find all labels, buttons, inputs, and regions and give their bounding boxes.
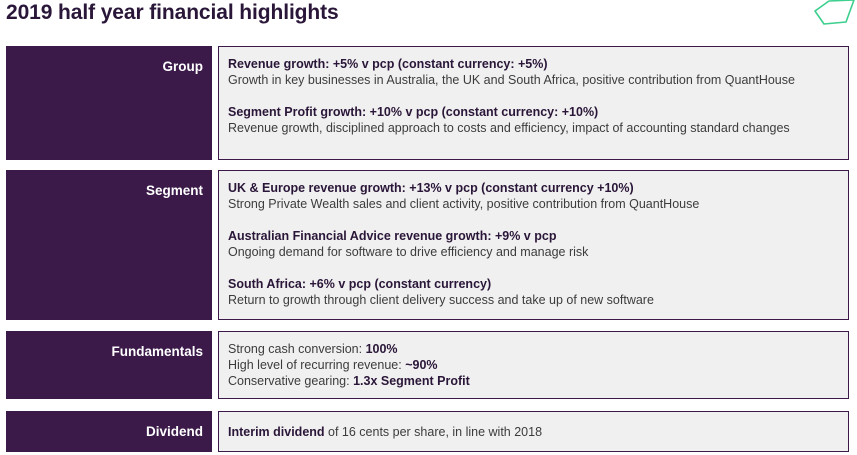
fundamentals-content: Strong cash conversion: 100% High level …	[218, 331, 849, 399]
segment-item: UK & Europe revenue growth: +13% v pcp (…	[228, 180, 839, 212]
fundamentals-line-value: 100%	[365, 342, 398, 356]
group-row: Group Revenue growth: +5% v pcp (constan…	[6, 46, 849, 160]
dividend-line: Interim dividend of 16 cents per share, …	[228, 424, 839, 440]
dividend-label: Dividend	[6, 411, 212, 452]
fundamentals-line: Strong cash conversion: 100%	[228, 341, 839, 357]
segment-item-heading: South Africa: +6% v pcp (constant curren…	[228, 277, 492, 291]
segment-item-text: Ongoing demand for software to drive eff…	[228, 245, 589, 259]
group-item-heading: Revenue growth: +5% v pcp (constant curr…	[228, 57, 548, 71]
segment-item: South Africa: +6% v pcp (constant curren…	[228, 276, 839, 308]
page-title: 2019 half year financial highlights	[6, 1, 339, 24]
group-item-text: Growth in key businesses in Australia, t…	[228, 73, 795, 87]
segment-item-heading: Australian Financial Advice revenue grow…	[228, 229, 557, 243]
group-item: Segment Profit growth: +10% v pcp (const…	[228, 104, 839, 136]
fundamentals-label: Fundamentals	[6, 331, 212, 399]
group-item: Revenue growth: +5% v pcp (constant curr…	[228, 56, 839, 88]
segment-item: Australian Financial Advice revenue grow…	[228, 228, 839, 260]
fundamentals-line-value: ~90%	[405, 358, 438, 372]
fundamentals-line: High level of recurring revenue: ~90%	[228, 357, 839, 373]
fundamentals-line-text: High level of recurring revenue:	[228, 358, 406, 372]
segment-row: Segment UK & Europe revenue growth: +13%…	[6, 170, 849, 320]
dividend-text: of 16 cents per share, in line with 2018	[324, 425, 543, 439]
fundamentals-line-text: Strong cash conversion:	[228, 342, 366, 356]
dividend-bold: Interim dividend	[228, 425, 325, 439]
fundamentals-line-value: 1.3x Segment Profit	[353, 374, 470, 388]
dividend-content: Interim dividend of 16 cents per share, …	[218, 411, 849, 452]
fundamentals-line: Conservative gearing: 1.3x Segment Profi…	[228, 373, 839, 389]
fundamentals-line-text: Conservative gearing:	[228, 374, 354, 388]
segment-item-text: Return to growth through client delivery…	[228, 293, 654, 307]
group-item-heading: Segment Profit growth: +10% v pcp (const…	[228, 105, 599, 119]
green-outline-shape-icon	[814, 0, 855, 25]
fundamentals-row: Fundamentals Strong cash conversion: 100…	[6, 331, 849, 399]
group-label: Group	[6, 46, 212, 160]
segment-item-heading: UK & Europe revenue growth: +13% v pcp (…	[228, 181, 634, 195]
segment-label: Segment	[6, 170, 212, 320]
segment-content: UK & Europe revenue growth: +13% v pcp (…	[218, 170, 849, 320]
group-item-text: Revenue growth, disciplined approach to …	[228, 121, 790, 135]
group-content: Revenue growth: +5% v pcp (constant curr…	[218, 46, 849, 160]
segment-item-text: Strong Private Wealth sales and client a…	[228, 197, 700, 211]
dividend-row: Dividend Interim dividend of 16 cents pe…	[6, 411, 849, 452]
